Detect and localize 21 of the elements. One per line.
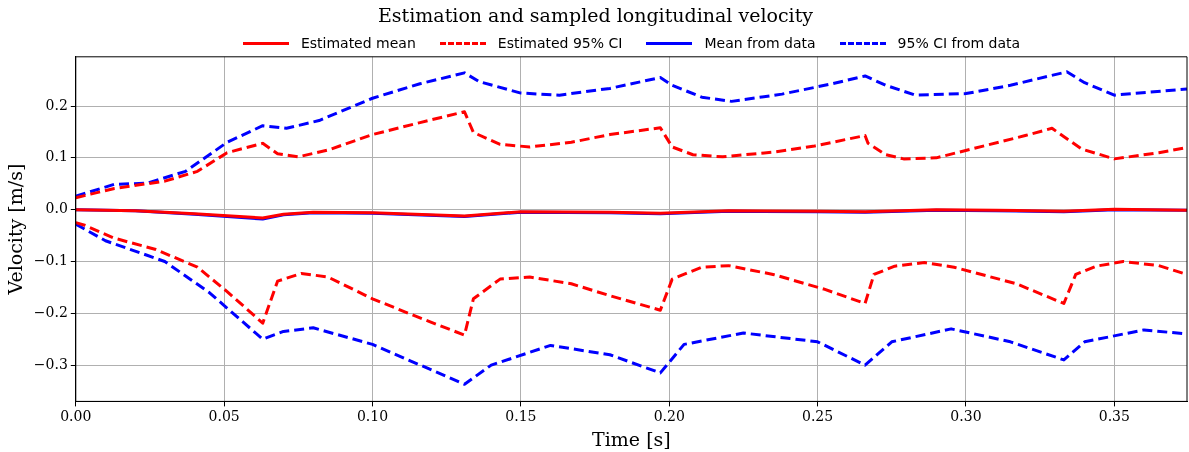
y-tick-label: −0.2 (33, 303, 68, 320)
y-axis-title: Velocity [m/s] (4, 163, 27, 296)
y-tick-label: −0.3 (33, 355, 68, 372)
x-tick-label: 0.00 (60, 408, 92, 425)
legend-label: 95% CI from data (897, 35, 1021, 52)
x-tick-label: 0.20 (653, 408, 685, 425)
chart-title: Estimation and sampled longitudinal velocity (377, 4, 814, 27)
y-tick-label: 0.2 (45, 96, 68, 113)
legend-label: Estimated mean (300, 35, 416, 52)
legend-label: Estimated 95% CI (497, 35, 623, 52)
x-axis-title: Time [s] (592, 427, 671, 450)
legend-label: Mean from data (704, 35, 816, 52)
x-tick-label: 0.10 (356, 408, 389, 425)
x-tick-label: 0.15 (505, 408, 537, 425)
x-tick-label: 0.35 (1098, 408, 1130, 425)
x-tick-label: 0.05 (208, 408, 240, 425)
x-tick-label: 0.25 (802, 408, 834, 425)
x-tick-label: 0.30 (950, 408, 982, 425)
y-tick-label: −0.1 (33, 252, 68, 269)
y-tick-label: 0.0 (45, 200, 68, 217)
y-tick-label: 0.1 (45, 148, 68, 165)
